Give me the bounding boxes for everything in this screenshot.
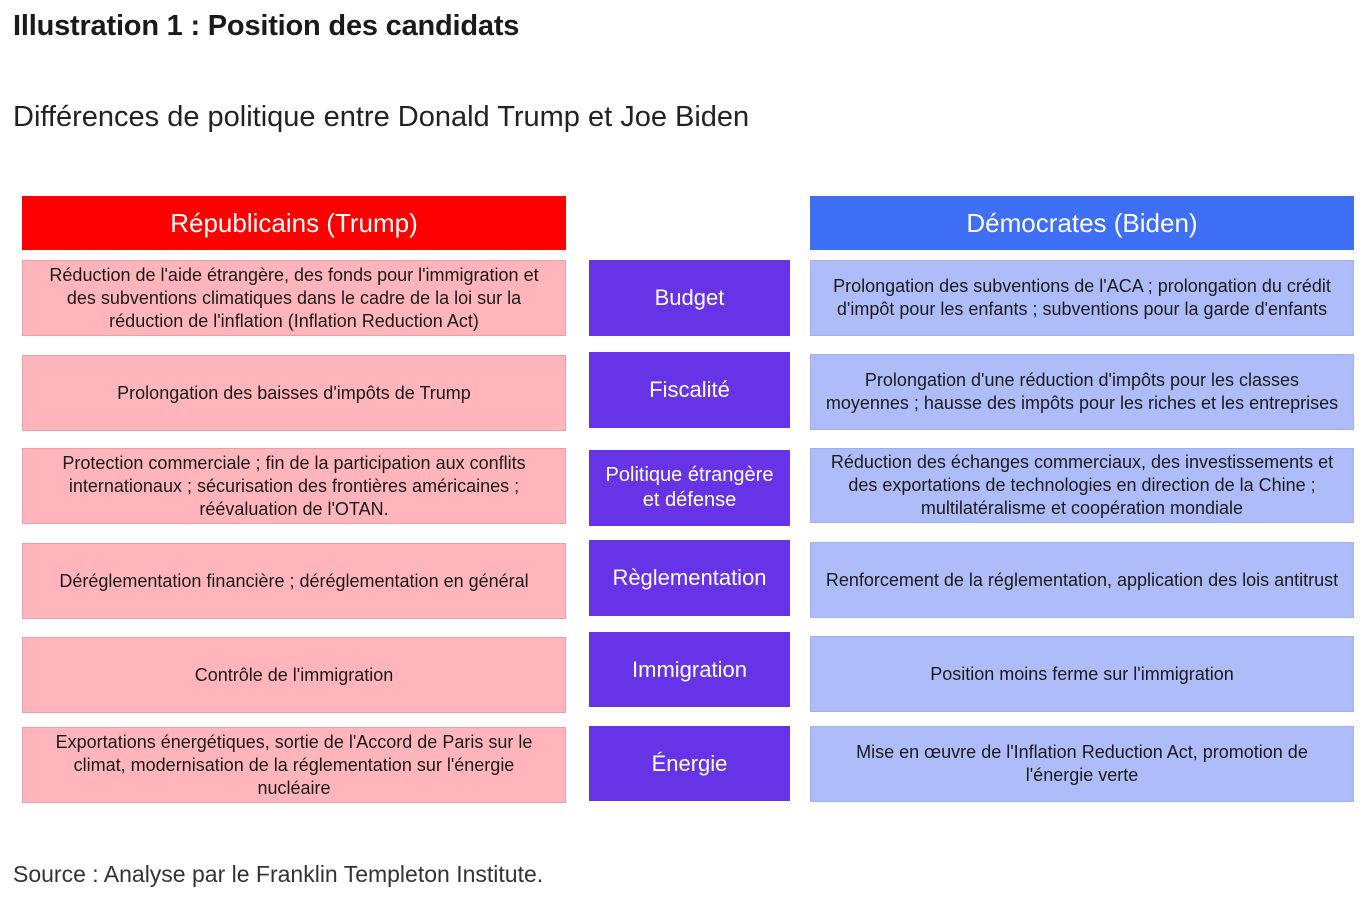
- republican-position-regulation: Déréglementation financière ; déréglemen…: [22, 543, 566, 619]
- republican-position-foreign-policy: Protection commerciale ; fin de la parti…: [22, 448, 566, 524]
- category-regulation: Règlementation: [589, 540, 790, 616]
- category-fiscalite: Fiscalité: [589, 352, 790, 428]
- figure-title: Illustration 1 : Position des candidats: [13, 10, 520, 42]
- source-note: Source : Analyse par le Franklin Templet…: [13, 861, 544, 887]
- democrat-position-budget: Prolongation des subventions de l'ACA ; …: [810, 260, 1354, 336]
- democrat-position-energy: Mise en œuvre de l'Inflation Reduction A…: [810, 726, 1354, 802]
- democrat-position-regulation: Renforcement de la réglementation, appli…: [810, 542, 1354, 618]
- republican-position-fiscalite: Prolongation des baisses d'impôts de Tru…: [22, 355, 566, 431]
- republican-position-immigration: Contrôle de l'immigration: [22, 637, 566, 713]
- democrat-position-foreign-policy: Réduction des échanges commerciaux, des …: [810, 448, 1354, 523]
- republican-position-energy: Exportations énergétiques, sortie de l'A…: [22, 727, 566, 803]
- category-immigration: Immigration: [589, 632, 790, 707]
- democrat-position-fiscalite: Prolongation d'une réduction d'impôts po…: [810, 354, 1354, 430]
- category-energy: Énergie: [589, 726, 790, 801]
- figure-subtitle: Différences de politique entre Donald Tr…: [13, 101, 750, 133]
- category-foreign-policy: Politique étrangère et défense: [589, 450, 790, 526]
- democrat-position-immigration: Position moins ferme sur l'immigration: [810, 636, 1354, 712]
- republican-position-budget: Réduction de l'aide étrangère, des fonds…: [22, 260, 566, 336]
- democrats-header: Démocrates (Biden): [810, 196, 1354, 250]
- republicans-header: Républicains (Trump): [22, 196, 566, 250]
- category-budget: Budget: [589, 260, 790, 336]
